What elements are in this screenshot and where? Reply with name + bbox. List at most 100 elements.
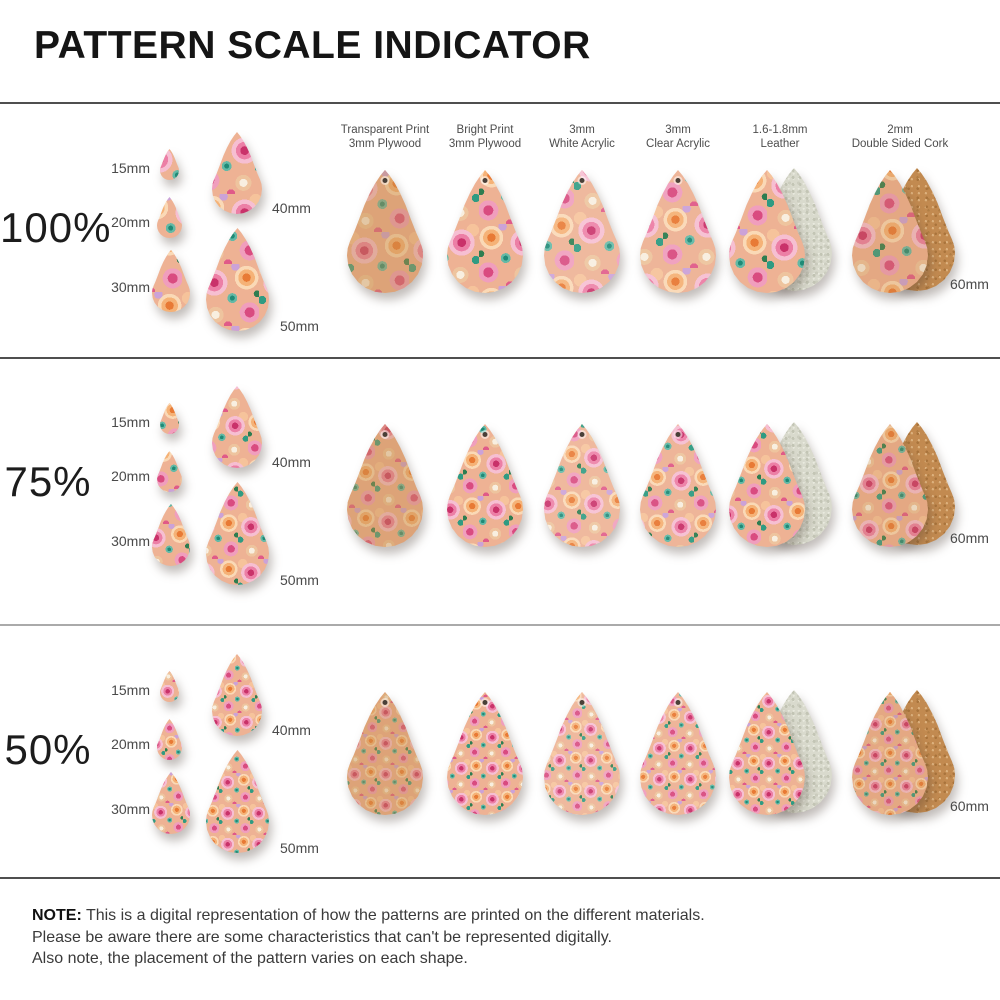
size-label-60mm: 60mm [950,276,989,292]
teardrop-shape [544,424,620,547]
teardrop-shape [852,424,928,547]
material-header-transparent-plywood: Transparent Print 3mm Plywood [317,123,453,151]
teardrop-60mm-transparent-plywood [347,170,423,293]
note-line-3: Also note, the placement of the pattern … [32,950,468,967]
material-line1: 1.6-1.8mm [752,124,808,136]
hanging-hole [676,700,681,705]
material-header-leather: 1.6-1.8mm Leather [712,123,848,151]
material-header-bright-plywood: Bright Print 3mm Plywood [417,123,553,151]
teardrop-60mm-white-acrylic [544,424,620,547]
teardrop-20mm [157,451,182,492]
size-label-30mm: 30mm [111,801,150,817]
teardrop-shape [206,750,269,853]
note-prefix: NOTE: [32,907,82,924]
teardrop-shape [447,170,523,293]
teardrop-shape [206,482,269,585]
separator-line [0,357,1000,359]
size-label-50mm: 50mm [280,318,319,334]
teardrop-60mm-bright-plywood [447,692,523,815]
teardrop-shape [152,772,190,834]
teardrop-shape [729,170,805,293]
scale-row-100: 100% 15mm 20mm 30mm 40mm 50mm 60mm [0,104,1000,357]
teardrop-shape [640,692,716,815]
size-label-60mm: 60mm [950,798,989,814]
material-header-clear-acrylic: 3mm Clear Acrylic [610,123,746,151]
teardrop-60mm-clear-acrylic [640,424,716,547]
note-text-1: This is a digital representation of how … [81,907,705,924]
teardrop-shape [347,170,423,293]
hanging-hole [483,178,488,183]
hanging-hole [382,177,388,183]
material-header-cork: 2mm Double Sided Cork [832,123,968,151]
size-label-20mm: 20mm [111,468,150,484]
size-label-40mm: 40mm [272,200,311,216]
material-tint-overlay [544,692,620,815]
scale-label-50: 50% [4,726,92,773]
teardrop-30mm [152,772,190,834]
teardrop-shape [160,671,179,702]
teardrop-50mm [206,228,269,331]
teardrop-shape [206,228,269,331]
separator-line [0,877,1000,879]
teardrop-60mm-white-acrylic [544,170,620,293]
size-label-20mm: 20mm [111,214,150,230]
note-block: NOTE: This is a digital representation o… [32,905,705,970]
teardrop-60mm-cork-front [852,424,928,547]
page-title: PATTERN SCALE INDICATOR [34,24,591,67]
teardrop-60mm-white-acrylic [544,692,620,815]
teardrop-shape [157,197,182,238]
teardrop-60mm-bright-plywood [447,170,523,293]
teardrop-30mm [152,250,190,312]
teardrop-60mm-transparent-plywood [347,692,423,815]
teardrop-60mm-bright-plywood [447,424,523,547]
teardrop-15mm [160,403,179,434]
material-line2: Clear Acrylic [646,138,710,150]
teardrop-shape [157,719,182,760]
teardrop-60mm-cork-front [852,170,928,293]
teardrop-60mm-transparent-plywood [347,424,423,547]
teardrop-shape [152,504,190,566]
teardrop-shape [852,170,928,293]
separator-line [0,102,1000,104]
note-line-1: NOTE: This is a digital representation o… [32,905,705,927]
separator-line [0,624,1000,626]
teardrop-shape [852,692,928,815]
material-line2: White Acrylic [549,138,615,150]
material-tint-overlay [852,424,928,547]
hanging-hole [676,178,681,183]
material-line1: 3mm [569,124,595,136]
size-label-15mm: 15mm [111,160,150,176]
teardrop-60mm-leather-front [729,170,805,293]
teardrop-60mm-clear-acrylic [640,170,716,293]
teardrop-shape [729,424,805,547]
material-tint-overlay [640,170,716,293]
teardrop-shape [160,149,179,180]
material-line2: Leather [760,138,800,150]
hanging-hole [483,432,488,437]
teardrop-40mm [212,386,262,468]
hanging-hole [579,699,585,705]
teardrop-shape [640,424,716,547]
hanging-hole [579,431,585,437]
teardrop-20mm [157,719,182,760]
teardrop-15mm [160,149,179,180]
scale-label-100: 100% [0,204,112,251]
material-line2: 3mm Plywood [348,138,422,150]
scale-row-75: 75% 15mm 20mm 30mm 40mm 50mm 60mm [0,358,1000,625]
hanging-hole [382,699,388,705]
teardrop-50mm [206,750,269,853]
size-label-50mm: 50mm [280,572,319,588]
teardrop-shape [729,692,805,815]
material-line1: Transparent Print [340,124,430,136]
teardrop-shape [152,250,190,312]
material-tint-overlay [852,170,928,293]
teardrop-shape [640,170,716,293]
teardrop-20mm [157,197,182,238]
scale-row-50: 50% 15mm 20mm 30mm 40mm 50mm 60mm [0,626,1000,877]
scale-label-75: 75% [4,458,92,505]
teardrop-40mm [212,132,262,214]
teardrop-60mm-clear-acrylic [640,692,716,815]
hanging-hole [676,432,681,437]
size-label-50mm: 50mm [280,840,319,856]
